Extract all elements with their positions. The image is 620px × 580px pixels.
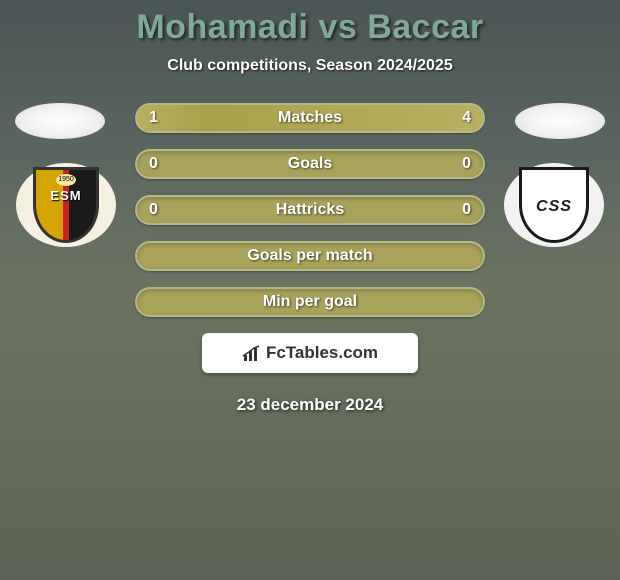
stat-label: Matches — [137, 109, 483, 127]
stat-label: Hattricks — [137, 201, 483, 219]
date-text: 23 december 2024 — [0, 395, 620, 415]
stat-label: Min per goal — [137, 293, 483, 311]
stat-bar-min-per-goal: Min per goal — [135, 287, 485, 317]
club-left-shield-icon — [33, 167, 99, 243]
page-subtitle: Club competitions, Season 2024/2025 — [0, 57, 620, 75]
stat-bar-matches: 1 Matches 4 — [135, 103, 485, 133]
stats-column: 1 Matches 4 0 Goals 0 0 Hattricks 0 Goal… — [135, 103, 485, 317]
club-right-shield-icon — [519, 167, 589, 243]
content-area: 1 Matches 4 0 Goals 0 0 Hattricks 0 Goal… — [0, 103, 620, 415]
stat-right-value: 4 — [462, 109, 471, 127]
club-right-badge — [504, 163, 604, 247]
watermark-text: FcTables.com — [266, 343, 378, 363]
stat-right-value: 0 — [462, 201, 471, 219]
stat-label: Goals — [137, 155, 483, 173]
player-right-avatar — [515, 103, 605, 139]
watermark-badge: FcTables.com — [202, 333, 418, 373]
stat-bar-hattricks: 0 Hattricks 0 — [135, 195, 485, 225]
page-title: Mohamadi vs Baccar — [0, 0, 620, 47]
player-left-avatar — [15, 103, 105, 139]
bar-chart-icon — [242, 345, 262, 361]
stat-bar-goals: 0 Goals 0 — [135, 149, 485, 179]
stat-right-value: 0 — [462, 155, 471, 173]
stat-label: Goals per match — [137, 247, 483, 265]
stat-bar-goals-per-match: Goals per match — [135, 241, 485, 271]
club-left-badge — [16, 163, 116, 247]
